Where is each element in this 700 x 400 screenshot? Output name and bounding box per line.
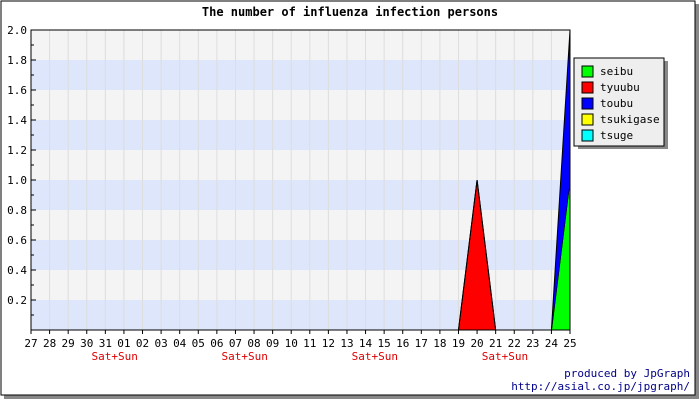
legend-swatch-tsuge — [581, 129, 594, 142]
footer-url: http://asial.co.jp/jpgraph/ — [511, 380, 690, 393]
weekend-label: Sat+Sun — [482, 350, 528, 363]
grid-band — [31, 120, 570, 150]
x-tick-label: 07 — [229, 337, 242, 350]
grid-band — [31, 90, 570, 120]
x-tick-label: 05 — [192, 337, 205, 350]
chart-title: The number of influenza infection person… — [202, 5, 498, 19]
x-tick-label: 11 — [303, 337, 316, 350]
x-tick-label: 18 — [433, 337, 446, 350]
grid-band — [31, 30, 570, 60]
legend-swatch-toubu — [581, 97, 594, 110]
x-tick-label: 16 — [396, 337, 409, 350]
x-tick-label: 17 — [415, 337, 428, 350]
x-tick-label: 29 — [62, 337, 75, 350]
x-tick-label: 21 — [489, 337, 502, 350]
legend-label-tyuubu: tyuubu — [600, 81, 640, 94]
x-tick-label: 03 — [154, 337, 167, 350]
legend-swatch-tsukigase — [581, 113, 594, 126]
legend-swatch-seibu — [581, 65, 594, 78]
x-tick-label: 25 — [563, 337, 576, 350]
x-tick-label: 23 — [526, 337, 539, 350]
legend-label-seibu: seibu — [600, 65, 633, 78]
x-tick-label: 08 — [247, 337, 260, 350]
y-tick-label: 2.0 — [7, 24, 27, 37]
weekend-label: Sat+Sun — [222, 350, 268, 363]
plot-area: 0.2 0.4 0.6 0.8 1.0 1.2 1.4 1.6 1.8 2.0 27 28 29 30 3… — [7, 24, 577, 363]
y-tick-label: 1.4 — [7, 114, 27, 127]
x-tick-label: 27 — [24, 337, 37, 350]
x-tick-label: 24 — [545, 337, 559, 350]
x-tick-label: 04 — [173, 337, 187, 350]
y-tick-label: 0.8 — [7, 204, 27, 217]
legend-label-tsuge: tsuge — [600, 129, 633, 142]
x-tick-label: 22 — [508, 337, 521, 350]
x-axis: 27 28 29 30 31 01 02 03 04 05 06 07 08 09 10 11 12 13 14 15… — [24, 330, 577, 363]
x-tick-label: 12 — [322, 337, 335, 350]
legend-label-tsukigase: tsukigase — [600, 113, 660, 126]
y-tick-label: 1.2 — [7, 144, 27, 157]
x-tick-label: 15 — [378, 337, 391, 350]
grid-band — [31, 240, 570, 270]
legend-items: seibu tyuubu toubu tsukigase tsuge — [581, 65, 660, 142]
x-tick-label: 20 — [470, 337, 483, 350]
x-tick-label: 10 — [285, 337, 298, 350]
grid-band — [31, 60, 570, 90]
grid-band — [31, 180, 570, 210]
y-tick-label: 0.6 — [7, 234, 27, 247]
y-axis: 0.2 0.4 0.6 0.8 1.0 1.2 1.4 1.6 1.8 2.0 — [7, 24, 36, 316]
x-tick-label: 06 — [210, 337, 223, 350]
y-tick-label: 0.2 — [7, 294, 27, 307]
legend: seibu tyuubu toubu tsukigase tsuge — [573, 57, 668, 149]
weekend-label: Sat+Sun — [352, 350, 398, 363]
y-tick-label: 1.8 — [7, 54, 27, 67]
x-tick-label: 28 — [43, 337, 56, 350]
legend-swatch-tyuubu — [581, 81, 594, 94]
y-tick-label: 1.0 — [7, 174, 27, 187]
x-tick-label: 14 — [359, 337, 373, 350]
grid-band — [31, 210, 570, 240]
x-tick-label: 02 — [136, 337, 149, 350]
x-tick-label: 09 — [266, 337, 279, 350]
footer-credit: produced by JpGraph — [564, 367, 690, 380]
grid-band — [31, 150, 570, 180]
weekend-label: Sat+Sun — [91, 350, 137, 363]
legend-label-toubu: toubu — [600, 97, 633, 110]
y-tick-label: 1.6 — [7, 84, 27, 97]
x-tick-label: 30 — [80, 337, 93, 350]
x-tick-label: 31 — [99, 337, 112, 350]
x-tick-label: 01 — [117, 337, 130, 350]
x-tick-label: 19 — [452, 337, 465, 350]
x-tick-label: 13 — [340, 337, 353, 350]
y-tick-label: 0.4 — [7, 264, 27, 277]
